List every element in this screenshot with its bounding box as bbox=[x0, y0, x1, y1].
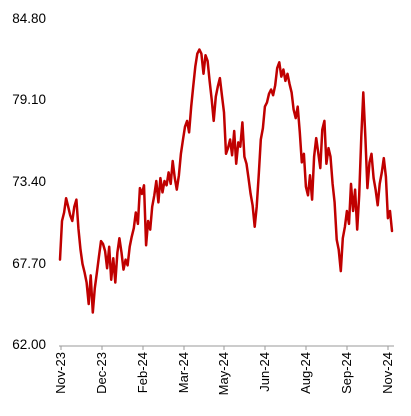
x-tick-label-4: May-24 bbox=[216, 352, 231, 395]
x-axis-labels: Nov-23 Dec-23 Feb-24 Mar-24 May-24 Jun-2… bbox=[53, 352, 395, 395]
series-line bbox=[58, 48, 394, 314]
x-tick-label-2: Feb-24 bbox=[135, 352, 150, 393]
x-tick-label-7: Sep-24 bbox=[339, 352, 354, 394]
y-axis-labels: 62.00 67.70 73.40 79.10 84.80 bbox=[12, 11, 46, 352]
y-tick-label-3: 79.10 bbox=[12, 92, 46, 107]
y-tick-label-0: 62.00 bbox=[12, 337, 46, 352]
x-axis-ticks bbox=[60, 346, 389, 350]
x-tick-label-1: Dec-23 bbox=[94, 352, 109, 394]
y-tick-label-1: 67.70 bbox=[12, 256, 46, 271]
x-tick-label-3: Mar-24 bbox=[176, 352, 191, 393]
x-tick-label-8: Nov-24 bbox=[380, 352, 395, 394]
x-tick-label-6: Aug-24 bbox=[298, 352, 313, 394]
y-tick-label-4: 84.80 bbox=[12, 11, 46, 26]
x-tick-label-0: Nov-23 bbox=[53, 352, 68, 394]
x-tick-label-5: Jun-24 bbox=[257, 352, 272, 392]
y-tick-label-2: 73.40 bbox=[12, 174, 46, 189]
